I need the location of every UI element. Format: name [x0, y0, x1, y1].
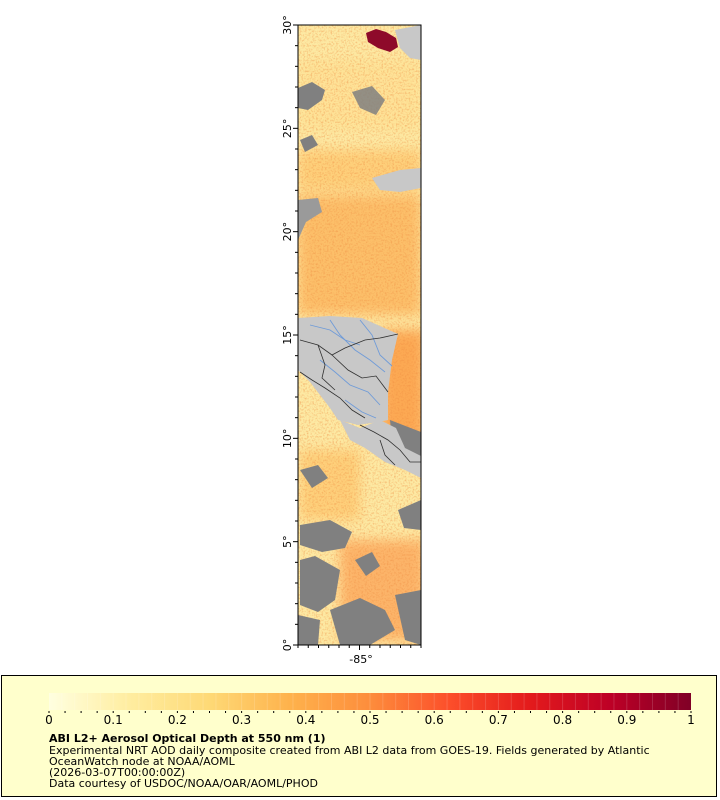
- latitude-axis: 0° 5° 10° 15° 20° 25° 30°: [281, 15, 298, 651]
- colorbar-tick-label: 0.6: [425, 713, 444, 727]
- colorbar-tick-label: 1: [687, 713, 695, 727]
- lat-tick-label: 10°: [281, 429, 294, 449]
- high-aod-plume: [366, 29, 398, 52]
- legend-line-3: (2026-03-07T00:00:00Z): [49, 766, 186, 779]
- legend-line-4: Data courtesy of USDOC/NOAA/OAR/AOML/PHO…: [49, 777, 318, 790]
- longitude-axis: -85°: [297, 645, 422, 666]
- colorbar-tick-label: 0.1: [104, 713, 123, 727]
- legend-panel: 0 0.1 0.2 0.3 0.4 0.5 0.6 0.7 0.8 0.9 1 ABI L2+ Ae…: [1, 675, 717, 797]
- aod-map[interactable]: 0° 5° 10° 15° 20° 25° 30° -85°: [0, 0, 720, 670]
- lat-tick-label: 25°: [281, 119, 294, 139]
- lat-tick-label: 0°: [281, 639, 294, 652]
- legend-line-2: OceanWatch node at NOAA/AOML: [49, 755, 235, 768]
- legend-line-1: Experimental NRT AOD daily composite cre…: [49, 744, 650, 757]
- masked-regions: [298, 25, 421, 645]
- land-no-data-south: [340, 420, 421, 478]
- legend-title: ABI L2+ Aerosol Optical Depth at 550 nm …: [49, 732, 326, 745]
- lat-tick-label: 30°: [281, 15, 294, 35]
- colorbar-tick-label: 0.8: [553, 713, 572, 727]
- country-borders: [299, 333, 421, 466]
- colorbar-tick-label: 0.3: [232, 713, 251, 727]
- lat-tick-label: 20°: [281, 222, 294, 242]
- colorbar: 0 0.1 0.2 0.3 0.4 0.5 0.6 0.7 0.8 0.9 1: [45, 693, 695, 727]
- colorbar-tick-label: 0.2: [168, 713, 187, 727]
- colorbar-tick-label: 0.7: [489, 713, 508, 727]
- colorbar-tick-label: 0.4: [296, 713, 315, 727]
- lat-tick-label: 15°: [281, 325, 294, 345]
- colorbar-tick-label: 0.9: [617, 713, 636, 727]
- map-area: 0° 5° 10° 15° 20° 25° 30° -85°: [0, 0, 720, 670]
- colorbar-gradient: [49, 693, 691, 710]
- rivers: [309, 319, 393, 419]
- lon-tick-label: -85°: [349, 653, 372, 666]
- colorbar-tick-label: 0: [45, 713, 53, 727]
- lat-tick-label: 5°: [281, 535, 294, 548]
- colorbar-tick-label: 0.5: [360, 713, 379, 727]
